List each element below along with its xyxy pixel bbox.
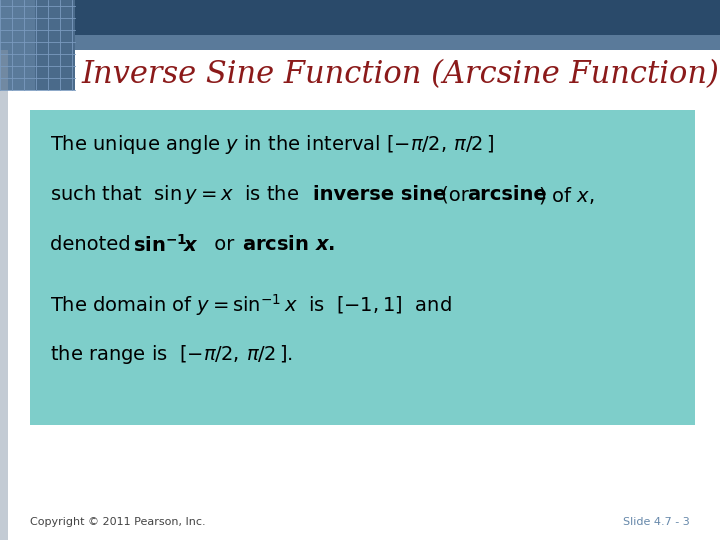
Text: The unique angle $y$ in the interval $[-\pi/2,\,\pi/2\,]$: The unique angle $y$ in the interval $[-… [50, 133, 495, 157]
Text: arcsine: arcsine [467, 186, 546, 205]
Text: arcsin $\boldsymbol{x}$.: arcsin $\boldsymbol{x}$. [242, 235, 336, 254]
Bar [30, 110, 695, 425]
Text: (or: (or [435, 186, 475, 205]
Text: such that  $\sin y = x$  is the: such that $\sin y = x$ is the [50, 184, 300, 206]
Bar [0, 35, 720, 50]
Text: ) of $x$,: ) of $x$, [538, 185, 595, 206]
Bar [0, 0, 35, 90]
Text: $\mathbf{sin^{-1}\!}$$\boldsymbol{x}$: $\mathbf{sin^{-1}\!}$$\boldsymbol{x}$ [133, 234, 199, 256]
Bar [0, 0, 720, 35]
Text: or: or [208, 235, 240, 254]
Bar [0, 0, 75, 90]
Text: denoted: denoted [50, 235, 137, 254]
Text: the range is  $[-\pi/2,\,\pi/2\,]$.: the range is $[-\pi/2,\,\pi/2\,]$. [50, 343, 293, 367]
Bar [0, 50, 8, 540]
Text: Inverse Sine Function (Arcsine Function): Inverse Sine Function (Arcsine Function) [81, 59, 719, 91]
Text: The domain of $y = \sin^{-1} x$  is  $[-1,1]$  and: The domain of $y = \sin^{-1} x$ is $[-1,… [50, 292, 451, 318]
Text: inverse sine: inverse sine [313, 186, 446, 205]
Text: Slide 4.7 - 3: Slide 4.7 - 3 [624, 517, 690, 527]
Text: Copyright © 2011 Pearson, Inc.: Copyright © 2011 Pearson, Inc. [30, 517, 206, 527]
